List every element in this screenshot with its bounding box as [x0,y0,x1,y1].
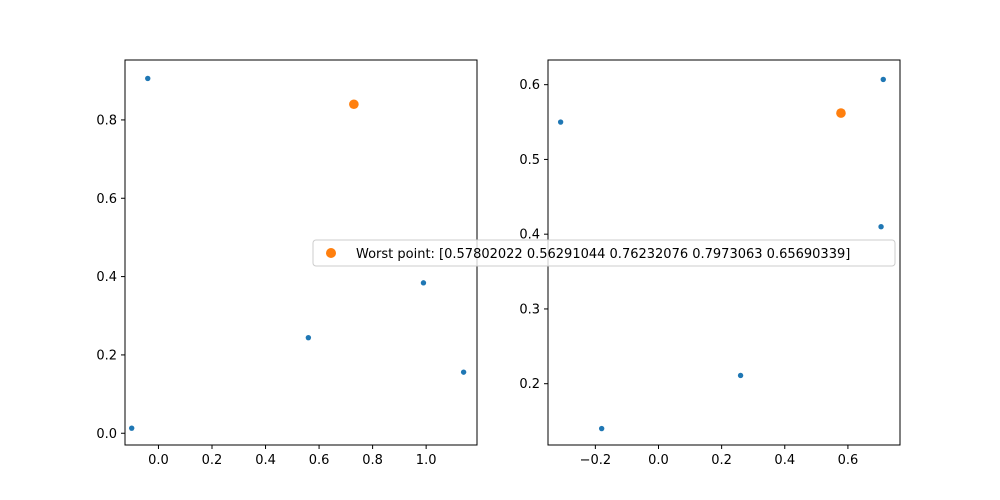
left-xtick-label: 1.0 [416,453,437,468]
left-data-point [460,369,467,375]
left-data-point [420,280,427,286]
right-xtick-label: 0.2 [711,453,732,468]
right-xtick-label: 0.0 [648,453,669,468]
right-data-point [737,372,744,379]
right-data-point [878,224,884,230]
right-axes-marks [557,76,886,432]
left-ytick-label: 0.8 [96,113,117,128]
left-xtick-label: 0.0 [148,453,169,468]
legend-label: Worst point: [0.57802022 0.56291044 0.76… [356,247,850,262]
right-xtick-label: 0.4 [774,453,795,468]
left-ytick-label: 0.2 [96,348,117,363]
right-ytick-label: 0.5 [519,153,540,168]
left-xtick-label: 0.6 [309,453,330,468]
left-ytick-label: 0.0 [96,427,117,442]
left-axes-ticks: 0.0 0.2 0.4 0.6 0.8 1.0 0.0 0.2 0.4 0.6 0.8 [96,113,436,468]
left-xtick-label: 0.4 [255,453,276,468]
right-data-point [880,76,886,83]
left-xtick-label: 0.8 [362,453,383,468]
right-data-point [557,119,564,125]
right-ytick-label: 0.4 [519,228,540,243]
right-worst-point [836,108,846,118]
left-axes-marks [128,75,467,431]
right-ytick-label: 0.6 [519,78,540,93]
legend-marker [326,248,336,258]
right-xtick-label: 0.6 [838,453,859,468]
legend: Worst point: [0.57802022 0.56291044 0.76… [312,239,896,267]
left-xtick-label: 0.2 [202,453,223,468]
left-data-point [128,425,135,431]
left-worst-point [349,99,359,110]
right-data-point [598,425,605,432]
left-data-point [145,75,151,82]
right-xtick-label: −0.2 [580,453,612,468]
left-ytick-label: 0.4 [96,270,117,285]
left-ytick-label: 0.6 [96,192,117,207]
right-axes-ticks: −0.2 0.0 0.2 0.4 0.6 0.2 0.3 0.4 0.5 0.6 [519,78,858,468]
right-ytick-label: 0.3 [519,302,540,317]
left-data-point [305,334,312,341]
right-ytick-label: 0.2 [519,377,540,392]
legend-frame [312,239,896,267]
